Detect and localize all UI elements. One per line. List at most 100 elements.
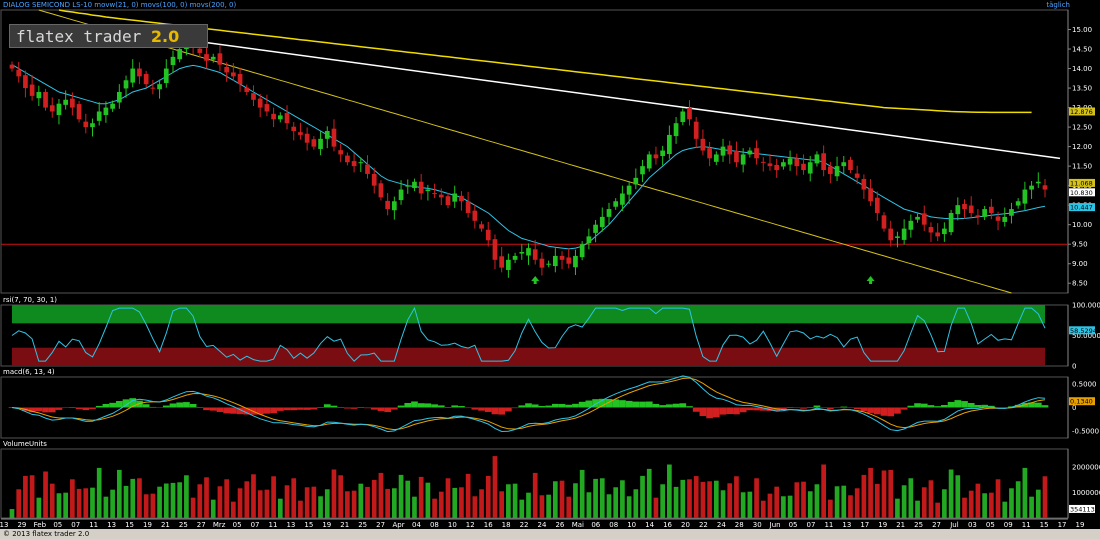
volume-bar xyxy=(901,485,907,518)
macd-histogram-bar xyxy=(826,407,834,409)
volume-bar xyxy=(982,493,987,518)
macd-histogram-bar xyxy=(1034,402,1042,408)
macd-histogram-bar xyxy=(115,401,123,408)
macd-histogram-bar xyxy=(672,403,680,408)
candle-body xyxy=(854,173,860,178)
candle-body xyxy=(700,138,706,151)
volume-bar xyxy=(16,489,22,518)
rsi-pane-title[interactable]: rsi(7, 70, 30, 1) xyxy=(3,296,58,304)
candle-body xyxy=(781,162,786,167)
macd-histogram-bar xyxy=(961,401,968,408)
x-tick-label: 24 xyxy=(538,521,547,529)
volume-bar xyxy=(190,497,196,518)
x-tick-label: 15 xyxy=(125,521,134,529)
candle-body xyxy=(687,107,692,120)
candle-body xyxy=(157,84,162,90)
macd-histogram-bar xyxy=(323,404,331,408)
studies-list[interactable]: LS-10 movw(21, 0) movs(100, 0) movs(200,… xyxy=(72,1,237,9)
instrument-name[interactable]: DIALOG SEMICOND xyxy=(3,1,71,9)
candle-body xyxy=(942,228,947,235)
candle-body xyxy=(412,181,417,188)
volume-bar xyxy=(143,494,149,518)
candle-body xyxy=(70,98,75,108)
buy-signal-arrow-icon xyxy=(531,276,540,284)
macd-histogram-bar xyxy=(236,407,244,415)
macd-histogram-bar xyxy=(806,407,814,408)
volume-bar xyxy=(123,485,129,518)
macd-histogram-bar xyxy=(417,403,425,408)
candle-body xyxy=(110,103,115,109)
macd-histogram-bar xyxy=(505,407,512,412)
macd-histogram-bar xyxy=(431,404,438,408)
volume-bar xyxy=(1009,488,1014,518)
buy-signal-arrow-icon xyxy=(866,276,875,284)
volume-bar xyxy=(747,491,753,518)
macd-histogram-bar xyxy=(283,407,291,411)
candle-body xyxy=(606,209,612,217)
macd-histogram-bar xyxy=(136,400,143,408)
x-tick-label: 04 xyxy=(412,521,421,529)
macd-histogram-bar xyxy=(780,407,787,410)
macd-histogram-bar xyxy=(786,407,794,408)
macd-histogram-bar xyxy=(632,401,640,408)
macd-histogram-bar xyxy=(404,402,412,408)
macd-histogram-bar xyxy=(565,404,573,408)
candle-body xyxy=(787,158,793,165)
candle-body xyxy=(888,228,894,241)
macd-histogram-bar xyxy=(276,407,284,411)
candle-body xyxy=(244,87,250,92)
candle-body xyxy=(459,195,464,202)
x-tick-label: 29 xyxy=(17,521,26,529)
volume-bar xyxy=(29,475,35,518)
volume-pane-title[interactable]: VolumeUnits xyxy=(3,440,47,448)
volume-bar xyxy=(76,488,82,518)
macd-histogram-bar xyxy=(411,401,418,408)
x-tick-label: 24 xyxy=(717,521,726,529)
volume-bar xyxy=(713,480,719,518)
volume-bar xyxy=(935,502,941,518)
macd-histogram-bar xyxy=(612,399,620,408)
x-tick-label: 15 xyxy=(1040,521,1049,529)
volume-bar xyxy=(948,469,954,518)
macd-histogram-bar xyxy=(149,406,157,408)
candle-body xyxy=(331,128,337,147)
macd-histogram-bar xyxy=(243,407,251,415)
volume-bar xyxy=(318,496,323,518)
volume-bar xyxy=(640,475,645,518)
volume-bar xyxy=(787,495,793,518)
x-tick-label: 20 xyxy=(681,521,690,529)
volume-bar xyxy=(687,479,692,518)
macd-histogram-bar xyxy=(800,407,807,409)
candle-body xyxy=(579,244,585,258)
macd-histogram-bar xyxy=(129,398,137,408)
volume-bar xyxy=(532,472,538,518)
volume-bar xyxy=(848,495,853,518)
candle-body xyxy=(264,104,270,112)
candle-body xyxy=(36,91,42,99)
period-label[interactable]: täglich xyxy=(1046,1,1070,9)
candle-body xyxy=(116,91,122,103)
candle-body xyxy=(351,161,357,167)
volume-bar xyxy=(995,479,1001,518)
x-tick-label: 13 xyxy=(842,521,851,529)
volume-bar xyxy=(988,492,994,518)
volume-bar xyxy=(378,472,384,518)
volume-bar xyxy=(586,492,592,518)
volume-bar xyxy=(432,498,437,518)
candle-body xyxy=(217,53,223,65)
x-tick-label: 22 xyxy=(520,521,529,529)
volume-bar xyxy=(110,489,115,518)
macd-pane-title[interactable]: macd(6, 13, 4) xyxy=(3,368,55,376)
candle-body xyxy=(955,205,961,215)
macd-histogram-bar xyxy=(498,407,506,415)
price-tick-label: 9.00 xyxy=(1072,260,1088,268)
volume-bar xyxy=(740,492,746,518)
volume-bar xyxy=(371,479,377,518)
volume-bar xyxy=(1042,476,1048,518)
volume-bar xyxy=(137,478,142,518)
x-tick-label: 13 xyxy=(0,521,8,529)
candle-body xyxy=(378,183,384,198)
macd-histogram-bar xyxy=(82,407,90,411)
